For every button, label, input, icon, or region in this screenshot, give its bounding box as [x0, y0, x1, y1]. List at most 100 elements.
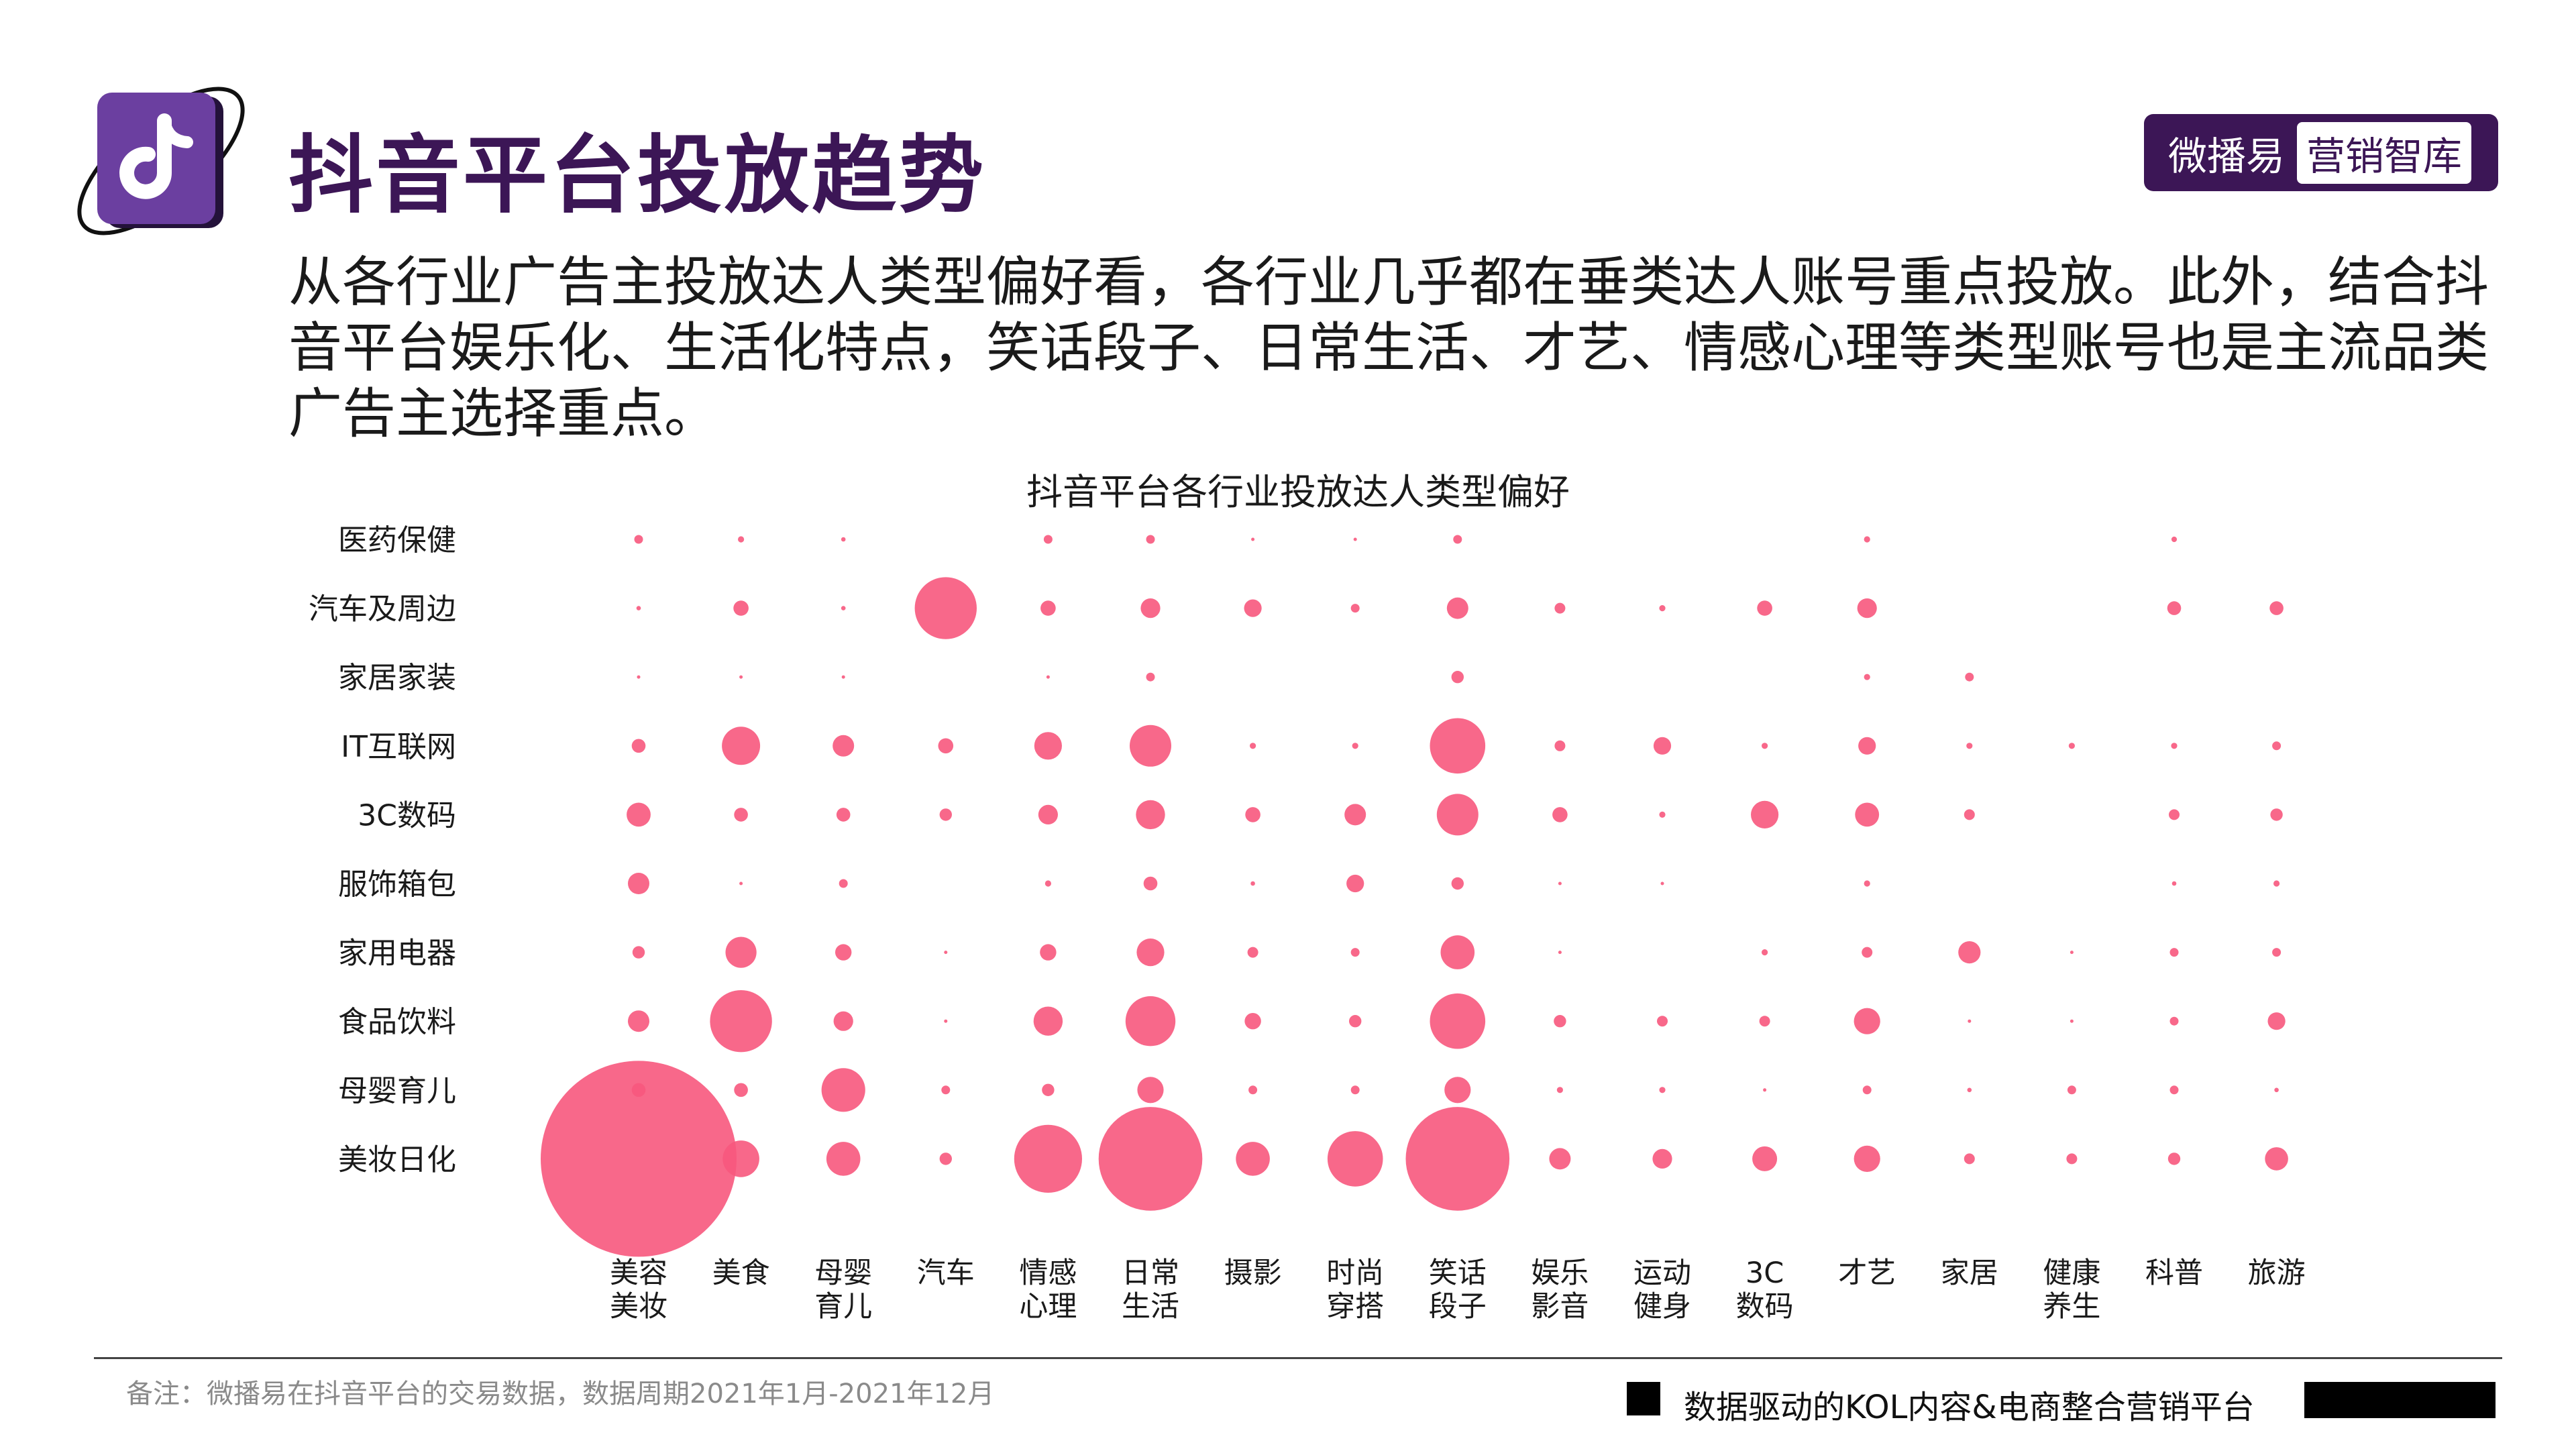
bubble [1350, 948, 1360, 957]
bubble [1436, 794, 1479, 836]
bubble [2068, 743, 2075, 749]
bubble [739, 675, 743, 679]
x-tick-label: 美容 [610, 1256, 667, 1290]
bubble [1349, 1015, 1362, 1028]
y-tick-label: 医药保健 [338, 523, 456, 557]
bubble [541, 1061, 737, 1257]
y-tick-label: 家居家装 [338, 661, 456, 695]
bubble [1757, 600, 1772, 616]
music-note-flag [158, 116, 193, 148]
bubble [1350, 604, 1360, 613]
bubble [1659, 605, 1666, 612]
bubble [1657, 1016, 1668, 1027]
bubble [1854, 1145, 1880, 1172]
x-tick-label: 摄影 [1224, 1256, 1282, 1290]
bubble [2169, 948, 2179, 957]
bubble [1446, 597, 1468, 619]
bubble [1352, 743, 1358, 749]
bubble [1137, 1077, 1164, 1104]
bubble [722, 1140, 759, 1177]
bubble [1046, 675, 1050, 679]
bubble [944, 1019, 948, 1023]
x-tick-label: 美食 [712, 1256, 770, 1290]
bubble [722, 727, 761, 765]
x-tick-label: 汽车 [917, 1256, 975, 1290]
bubble [1245, 807, 1260, 822]
bubble [1864, 674, 1870, 680]
bubble [1751, 800, 1779, 828]
y-tick-label: 3C数码 [358, 798, 456, 833]
page-title: 抖音平台投放趋势 [288, 126, 986, 225]
bubble [1247, 947, 1258, 958]
x-tick-label: 影音 [1531, 1290, 1589, 1324]
bubble [1968, 1019, 1972, 1023]
music-note-icon [119, 113, 172, 199]
bubble [1964, 1153, 1975, 1165]
bubble [1762, 743, 1768, 749]
x-tick-label: 笑话 [1429, 1256, 1487, 1290]
bubble [1136, 938, 1165, 967]
bubble [821, 1068, 865, 1112]
bubble [2171, 536, 2178, 543]
y-tick-label: 美妆日化 [338, 1142, 456, 1177]
footer-divider [94, 1357, 2502, 1359]
bubble [1430, 993, 1486, 1049]
bubble [1451, 877, 1464, 890]
bubble [2267, 1012, 2286, 1030]
bubble [1958, 941, 1981, 964]
bubble [826, 1142, 861, 1176]
bubble [1857, 598, 1877, 619]
bubble [1353, 537, 1357, 541]
bubble [1966, 743, 1973, 749]
bubble [841, 675, 845, 679]
bubble [1554, 740, 1566, 751]
bubble [1451, 671, 1464, 684]
x-tick-label: 母婴 [814, 1256, 872, 1290]
bubble [2167, 1152, 2181, 1165]
bubble [1346, 874, 1364, 893]
bubble [2070, 951, 2074, 955]
bubble [1040, 600, 1056, 616]
bubble [1344, 804, 1366, 826]
brand-badge: 微播易 营销智库 [2144, 114, 2498, 191]
x-tick-label: 数码 [1736, 1290, 1794, 1324]
x-tick-label: 运动 [1633, 1256, 1691, 1290]
bubble [1038, 804, 1058, 824]
bubble [1040, 944, 1057, 961]
bubble [1143, 876, 1158, 891]
bubble [1854, 1008, 1880, 1034]
bubble [1752, 1146, 1778, 1171]
bubble [1759, 1016, 1770, 1027]
bubble [1549, 1148, 1571, 1170]
bubble [1350, 1085, 1360, 1095]
bubble [2067, 1085, 2076, 1095]
x-tick-label: 健身 [1633, 1290, 1691, 1324]
y-tick-label: 汽车及周边 [309, 592, 456, 627]
bubble [2270, 808, 2283, 821]
bubble [1659, 811, 1666, 818]
bubble [1244, 1013, 1261, 1030]
bubble [627, 802, 651, 827]
bubble [1248, 1085, 1258, 1095]
bubble [636, 606, 641, 610]
bubble [1327, 1131, 1383, 1187]
footnote: 备注：微播易在抖音平台的交易数据，数据周期2021年1月-2021年12月 [126, 1379, 995, 1409]
bubble [1558, 951, 1562, 955]
bubble [833, 735, 855, 757]
bubble [939, 1152, 953, 1165]
bubble [944, 951, 948, 955]
bubble [938, 738, 954, 754]
bubble [725, 936, 757, 968]
bubble [1250, 743, 1256, 749]
bubble [1558, 881, 1562, 885]
bubble [1250, 881, 1255, 886]
y-tick-label: IT互联网 [341, 730, 456, 764]
bubble [637, 675, 641, 679]
bubble [1014, 1124, 1082, 1193]
bubble [1862, 1085, 1872, 1095]
x-tick-label: 生活 [1122, 1290, 1179, 1324]
bubble [1236, 1142, 1270, 1176]
bubble [1862, 947, 1873, 958]
bubble [1130, 724, 1171, 767]
